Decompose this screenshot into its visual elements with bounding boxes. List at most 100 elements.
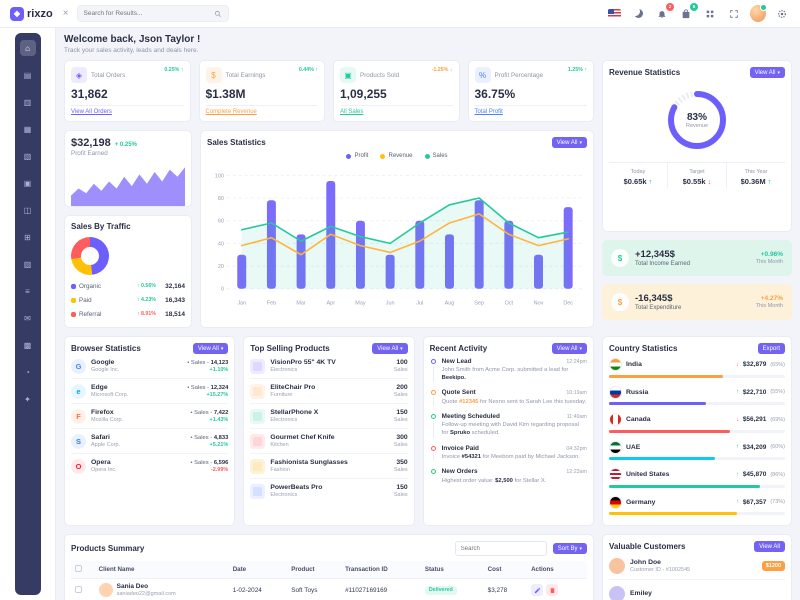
view-all-button[interactable]: View All ▾ <box>192 343 229 354</box>
stat-link[interactable]: All Sales <box>340 105 453 115</box>
activity-marker <box>430 389 437 406</box>
view-all-button[interactable]: View All <box>754 541 785 552</box>
table-search[interactable] <box>454 541 547 556</box>
txn-cell: #11027169169 <box>341 578 421 600</box>
dashboard-icon[interactable]: ▤ <box>23 70 32 80</box>
tables-icon[interactable]: ⊞ <box>24 232 31 242</box>
charts-icon[interactable]: ▨ <box>23 259 32 269</box>
stat-link[interactable]: View All Orders <box>71 105 184 115</box>
svg-text:Jun: Jun <box>386 301 395 307</box>
country-row: India ↓ $32,879 (65%) <box>608 354 785 382</box>
settings-icon[interactable]: ✦ <box>24 394 31 404</box>
activity-title: Quote Sent <box>441 389 476 397</box>
card-title: Valuable Customers <box>609 542 686 551</box>
checkbox[interactable] <box>75 585 82 593</box>
widgets-icon[interactable]: ◫ <box>23 205 32 215</box>
cart-badge: 5 <box>690 2 698 11</box>
traffic-value: 32,164 <box>165 282 185 290</box>
sales-statistics-card: Sales Statistics View All ▾ Profit Revenue… <box>200 130 594 328</box>
view-all-button[interactable]: View All ▾ <box>551 137 587 148</box>
country-top: United States ↑ $45,870 (86%) <box>608 468 785 481</box>
stat-value: 1,09,255 <box>340 87 387 101</box>
stat-label: Total Earnings <box>225 71 266 79</box>
apps-icon[interactable]: ▣ <box>23 178 32 188</box>
global-search[interactable] <box>76 5 229 22</box>
browser-company: Google Inc. <box>91 367 120 373</box>
view-all-button[interactable]: View All ▾ <box>749 67 785 78</box>
notifications-bell-icon[interactable]: 2 <box>654 2 674 22</box>
card-title: Recent Activity <box>429 344 488 353</box>
media-icon[interactable]: ▩ <box>23 340 32 350</box>
browser-row: G Google Google Inc. • Sales - 14,123 +1.10% <box>71 354 229 379</box>
stat-link[interactable]: Total Profit <box>474 105 587 115</box>
country-row: Russia ↑ $22,710 (55%) <box>608 382 785 410</box>
legend-dot <box>71 297 76 303</box>
pages-icon[interactable]: ▥ <box>23 97 32 107</box>
table-select-all-header[interactable] <box>71 561 95 579</box>
reports-icon[interactable]: ▦ <box>23 124 32 134</box>
country-name: Germany <box>625 498 656 506</box>
settings-gear-icon[interactable] <box>774 6 790 22</box>
user-avatar[interactable] <box>750 4 767 22</box>
checkbox[interactable] <box>75 565 82 572</box>
country-trend-arrow: ↓ <box>735 361 739 368</box>
sales-combo-chart: 0 20 40 60 80 100 Jan Feb Mar Apr May Jun Jul Aug Sep O… <box>207 161 587 321</box>
legend-dot <box>71 283 76 289</box>
menu-icon[interactable]: ≡ <box>25 286 30 296</box>
country-top: Germany ↑ $67,357 (73%) <box>608 495 785 509</box>
income-dollar-icon: $ <box>611 249 629 267</box>
search-input[interactable] <box>83 10 210 17</box>
product-info: StellarPhone X Electronics <box>270 409 318 423</box>
activity-head: Meeting Scheduled 11:49am <box>442 413 587 420</box>
dark-mode-icon[interactable] <box>630 6 646 22</box>
traffic-source-label: Referral <box>79 310 102 318</box>
country-row: UAE ↑ $34,209 (60%) <box>608 437 785 465</box>
client-name: Sania Deo <box>116 583 149 590</box>
apps-grid-icon[interactable] <box>702 6 718 22</box>
table-search-input[interactable] <box>460 545 541 552</box>
close-icon[interactable]: × <box>62 8 69 19</box>
language-flag-icon[interactable] <box>606 6 622 22</box>
browser-stats: • Sales - 6,596 -2.99% <box>191 460 229 473</box>
mail-icon[interactable]: ✉ <box>24 313 31 323</box>
country-top: Russia ↑ $22,710 (55%) <box>608 385 785 399</box>
product-sales-word: Sales <box>393 442 408 448</box>
browser-statistics-card: Browser Statistics View All ▾ G Google Goog… <box>64 336 236 526</box>
legend-dot <box>380 153 386 159</box>
product-row: PowerBeats Pro Electronics 150 Sales <box>250 479 408 503</box>
export-button[interactable]: Export <box>757 343 785 354</box>
product-thumbnail <box>250 358 266 374</box>
delete-button[interactable] <box>546 584 559 596</box>
stat-link[interactable]: Complete Revenue <box>205 105 318 115</box>
kpi-value: $0.65k ↑ <box>623 177 653 186</box>
view-all-button[interactable]: View All ▾ <box>551 343 587 354</box>
products-summary-card: Products Summary Sort By▾ Client NameDat… <box>64 534 594 600</box>
legend-item: Revenue <box>380 153 413 159</box>
activity-title: New Orders <box>441 468 478 476</box>
product-sales-word: Sales <box>393 392 408 398</box>
row-select-cell[interactable] <box>71 578 95 600</box>
expense-delta: +4.27% <box>760 295 783 302</box>
sort-by-button[interactable]: Sort By ▾ <box>552 543 587 554</box>
card-title: Browser Statistics <box>71 344 141 353</box>
country-trend-arrow: ↑ <box>735 499 739 505</box>
column-header: Date <box>228 561 288 579</box>
product-category: Kitchen <box>270 442 289 448</box>
fullscreen-icon[interactable] <box>726 6 742 22</box>
browser-info: Firefox Mozilla Corp. <box>91 409 123 423</box>
history-icon[interactable]: ◔ <box>25 367 30 377</box>
activity-body: New Orders 12:23am Highest order value: $2… <box>442 468 587 485</box>
timeline-dot-icon <box>430 469 436 475</box>
logo[interactable]: ◆ rixzo <box>10 6 53 21</box>
column-header: Transaction ID <box>341 561 421 579</box>
view-all-button[interactable]: View All ▾ <box>372 343 408 354</box>
card-title: Country Statistics <box>608 344 678 353</box>
product-name: VisionPro 55" 4K TV <box>270 359 336 366</box>
tasks-icon[interactable]: ▧ <box>23 151 32 161</box>
traffic-row: Referral ↑ 8.91% 18,514 <box>71 307 185 321</box>
home-icon[interactable]: ⌂ <box>19 40 36 56</box>
stat-delta-badge: 0.25% ↑ <box>164 67 184 73</box>
cart-icon[interactable]: 5 <box>678 2 698 22</box>
edit-button[interactable] <box>531 584 544 596</box>
product-sales: 200 Sales <box>394 384 408 398</box>
